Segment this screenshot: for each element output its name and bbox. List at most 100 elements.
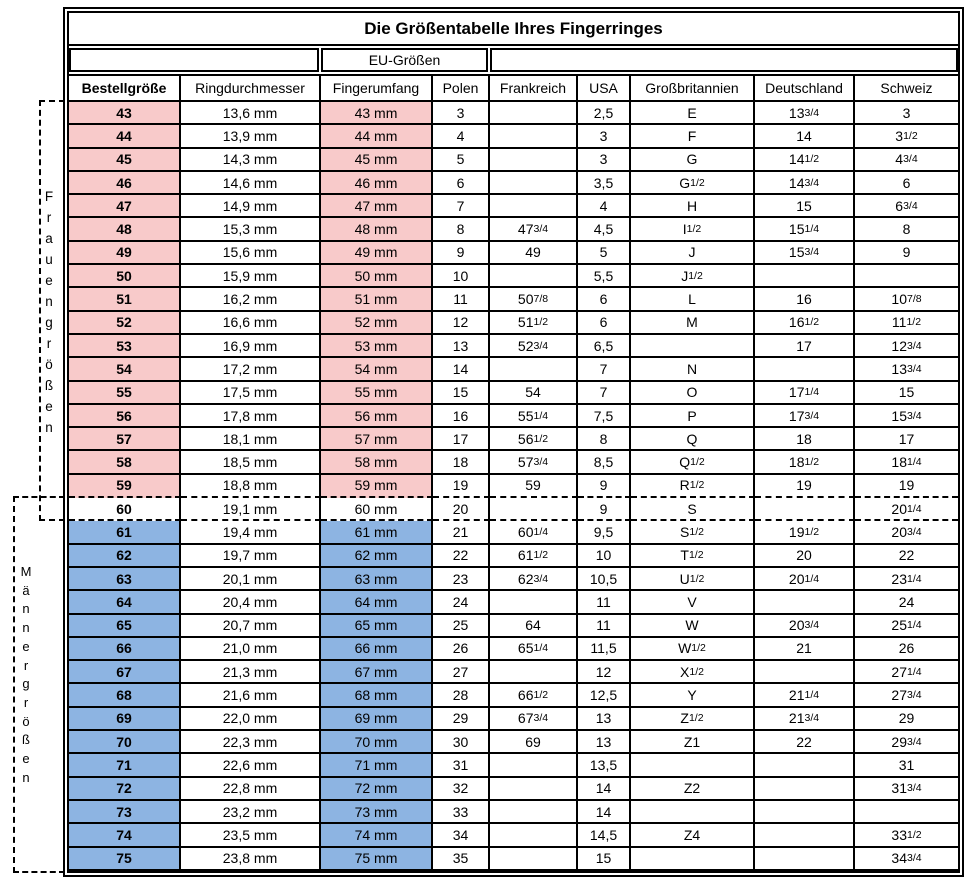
cell-53-usa: 6,5 xyxy=(578,334,631,359)
cell-69-grossbritannien: Z 1/2 xyxy=(631,707,755,732)
cell-49-frankreich: 49 xyxy=(490,241,578,266)
table-row-48: 48 15,3 mm 48 mm 8 47 3/4 4,5 I 1/2 15 1/4 8 xyxy=(69,218,958,242)
cell-56-usa: 7,5 xyxy=(578,404,631,429)
cell-51-fingerumfang: 51 mm xyxy=(321,288,433,312)
cell-53-deutschland: 17 xyxy=(755,334,855,359)
cell-55-frankreich: 54 xyxy=(490,381,578,405)
cell-65-deutschland: 20 3/4 xyxy=(755,614,855,638)
col-header-frankreich: Frankreich xyxy=(490,74,578,102)
cell-60-schweiz: 20 1/4 xyxy=(855,498,958,522)
cell-75-usa: 15 xyxy=(578,847,631,871)
cell-52-schweiz: 11 1/2 xyxy=(855,311,958,335)
cell-70-bestellgroesse: 70 xyxy=(69,731,181,755)
cell-65-frankreich: 64 xyxy=(490,614,578,638)
col-header-usa: USA xyxy=(578,74,631,102)
cell-64-fingerumfang: 64 mm xyxy=(321,591,433,615)
cell-54-grossbritannien: N xyxy=(631,358,755,382)
cell-55-bestellgroesse: 55 xyxy=(69,381,181,405)
col-header-deutschland: Deutschland xyxy=(755,74,855,102)
cell-52-frankreich: 51 1/2 xyxy=(490,311,578,335)
cell-53-grossbritannien xyxy=(631,334,755,359)
cell-46-fingerumfang: 46 mm xyxy=(321,171,433,196)
cell-44-grossbritannien: F xyxy=(631,125,755,149)
cell-63-frankreich: 62 3/4 xyxy=(490,567,578,592)
cell-71-fingerumfang: 71 mm xyxy=(321,754,433,778)
cell-50-bestellgroesse: 50 xyxy=(69,265,181,289)
cell-63-deutschland: 20 1/4 xyxy=(755,567,855,592)
cell-72-deutschland xyxy=(755,777,855,801)
cell-75-polen: 35 xyxy=(433,847,490,871)
cell-52-grossbritannien: M xyxy=(631,311,755,335)
cell-50-ringdurchmesser: 15,9 mm xyxy=(181,265,321,289)
cell-46-schweiz: 6 xyxy=(855,171,958,196)
cell-43-grossbritannien: E xyxy=(631,102,755,126)
cell-49-schweiz: 9 xyxy=(855,241,958,266)
cell-57-bestellgroesse: 57 xyxy=(69,428,181,452)
cell-58-schweiz: 18 1/4 xyxy=(855,451,958,475)
cell-59-frankreich: 59 xyxy=(490,474,578,499)
cell-58-grossbritannien: Q 1/2 xyxy=(631,451,755,475)
cell-56-fingerumfang: 56 mm xyxy=(321,404,433,429)
cell-57-frankreich: 56 1/2 xyxy=(490,428,578,452)
cell-48-usa: 4,5 xyxy=(578,218,631,242)
cell-48-bestellgroesse: 48 xyxy=(69,218,181,242)
cell-58-fingerumfang: 58 mm xyxy=(321,451,433,475)
cell-70-ringdurchmesser: 22,3 mm xyxy=(181,731,321,755)
cell-59-fingerumfang: 59 mm xyxy=(321,474,433,499)
cell-74-schweiz: 33 1/2 xyxy=(855,824,958,848)
cell-75-bestellgroesse: 75 xyxy=(69,847,181,871)
cell-55-deutschland: 17 1/4 xyxy=(755,381,855,405)
cell-44-deutschland: 14 xyxy=(755,125,855,149)
cell-65-polen: 25 xyxy=(433,614,490,638)
cell-43-polen: 3 xyxy=(433,102,490,126)
cell-71-schweiz: 31 xyxy=(855,754,958,778)
cell-62-bestellgroesse: 62 xyxy=(69,544,181,568)
cell-68-bestellgroesse: 68 xyxy=(69,684,181,708)
eu-empty-right-box xyxy=(490,48,958,72)
cell-49-grossbritannien: J xyxy=(631,241,755,266)
table-row-68: 68 21,6 mm 68 mm 28 66 1/2 12,5 Y 21 1/4 27 3/4 xyxy=(69,684,958,708)
cell-65-usa: 11 xyxy=(578,614,631,638)
cell-60-ringdurchmesser: 19,1 mm xyxy=(181,498,321,522)
cell-59-ringdurchmesser: 18,8 mm xyxy=(181,474,321,499)
cell-46-bestellgroesse: 46 xyxy=(69,171,181,196)
cell-63-ringdurchmesser: 20,1 mm xyxy=(181,567,321,592)
cell-56-frankreich: 55 1/4 xyxy=(490,404,578,429)
cell-54-bestellgroesse: 54 xyxy=(69,358,181,382)
cell-45-polen: 5 xyxy=(433,148,490,172)
cell-52-bestellgroesse: 52 xyxy=(69,311,181,335)
cell-55-polen: 15 xyxy=(433,381,490,405)
ring-size-table-inner: Die Größentabelle Ihres Fingerringes EU-… xyxy=(67,11,960,873)
col-header-bestellgroesse: Bestellgröße xyxy=(69,74,181,102)
cell-48-ringdurchmesser: 15,3 mm xyxy=(181,218,321,242)
cell-61-fingerumfang: 61 mm xyxy=(321,521,433,545)
cell-63-schweiz: 23 1/4 xyxy=(855,567,958,592)
cell-51-ringdurchmesser: 16,2 mm xyxy=(181,288,321,312)
cell-50-frankreich xyxy=(490,265,578,289)
cell-75-ringdurchmesser: 23,8 mm xyxy=(181,847,321,871)
cell-74-polen: 34 xyxy=(433,824,490,848)
cell-72-grossbritannien: Z2 xyxy=(631,777,755,801)
cell-70-schweiz: 29 3/4 xyxy=(855,731,958,755)
cell-67-ringdurchmesser: 21,3 mm xyxy=(181,661,321,685)
cell-69-frankreich: 67 3/4 xyxy=(490,707,578,732)
table-row-57: 57 18,1 mm 57 mm 17 56 1/2 8 Q 18 17 xyxy=(69,428,958,452)
table-row-55: 55 17,5 mm 55 mm 15 54 7 O 17 1/4 15 xyxy=(69,381,958,405)
cell-48-frankreich: 47 3/4 xyxy=(490,218,578,242)
col-header-fingerumfang: Fingerumfang xyxy=(321,74,433,102)
cell-74-bestellgroesse: 74 xyxy=(69,824,181,848)
cell-70-polen: 30 xyxy=(433,731,490,755)
cell-68-usa: 12,5 xyxy=(578,684,631,708)
cell-50-schweiz xyxy=(855,265,958,289)
cell-62-grossbritannien: T 1/2 xyxy=(631,544,755,568)
cell-50-fingerumfang: 50 mm xyxy=(321,265,433,289)
cell-55-fingerumfang: 55 mm xyxy=(321,381,433,405)
cell-45-usa: 3 xyxy=(578,148,631,172)
cell-51-schweiz: 10 7/8 xyxy=(855,288,958,312)
cell-45-ringdurchmesser: 14,3 mm xyxy=(181,148,321,172)
cell-64-usa: 11 xyxy=(578,591,631,615)
table-row-54: 54 17,2 mm 54 mm 14 7 N 13 3/4 xyxy=(69,358,958,382)
cell-55-usa: 7 xyxy=(578,381,631,405)
cell-54-ringdurchmesser: 17,2 mm xyxy=(181,358,321,382)
cell-46-deutschland: 14 3/4 xyxy=(755,171,855,196)
